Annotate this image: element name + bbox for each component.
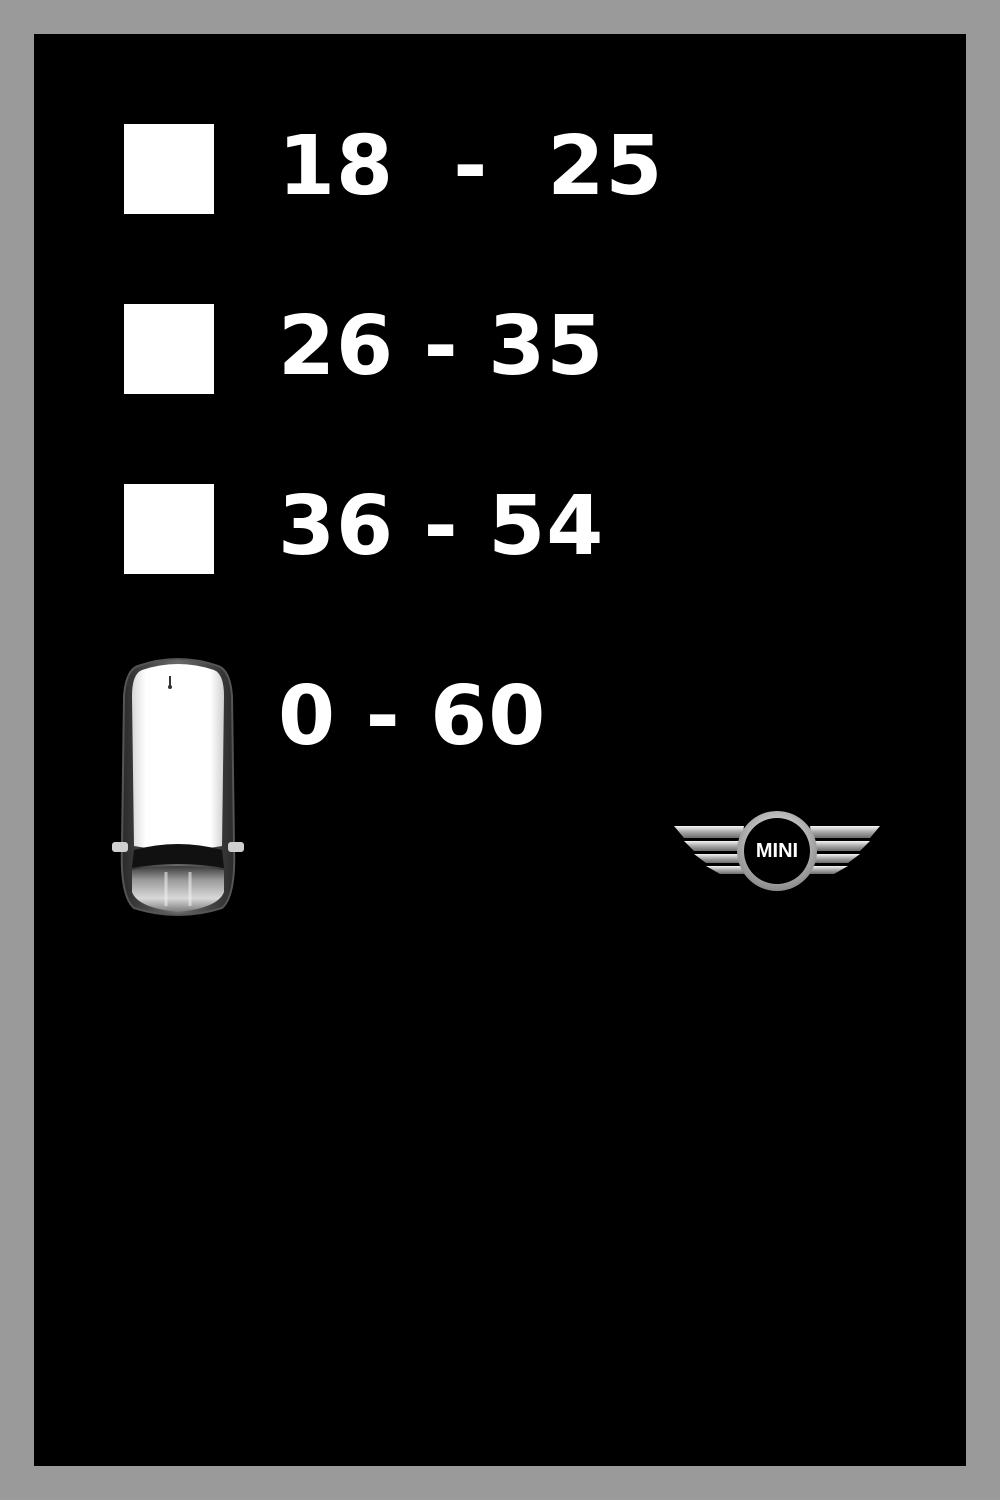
mini-car-top-view-icon[interactable]: [112, 656, 244, 916]
mini-wings-logo-icon: MINI: [674, 808, 880, 894]
checkbox-26-35[interactable]: [124, 304, 214, 394]
age-option-26-35: 26 - 35: [34, 304, 966, 424]
age-option-18-25: 18 - 25: [34, 124, 966, 244]
checkbox-36-54[interactable]: [124, 484, 214, 574]
mini-logo-text: MINI: [755, 840, 799, 862]
age-label-18-25: 18 - 25: [278, 119, 664, 214]
age-label-36-54: 36 - 54: [278, 479, 605, 574]
age-option-36-54: 36 - 54: [34, 484, 966, 604]
performance-label-0-60: 0 - 60: [278, 669, 547, 764]
poster: 18 - 25 26 - 35 36 - 54: [34, 34, 966, 1466]
age-label-26-35: 26 - 35: [278, 299, 605, 394]
checkbox-18-25[interactable]: [124, 124, 214, 214]
